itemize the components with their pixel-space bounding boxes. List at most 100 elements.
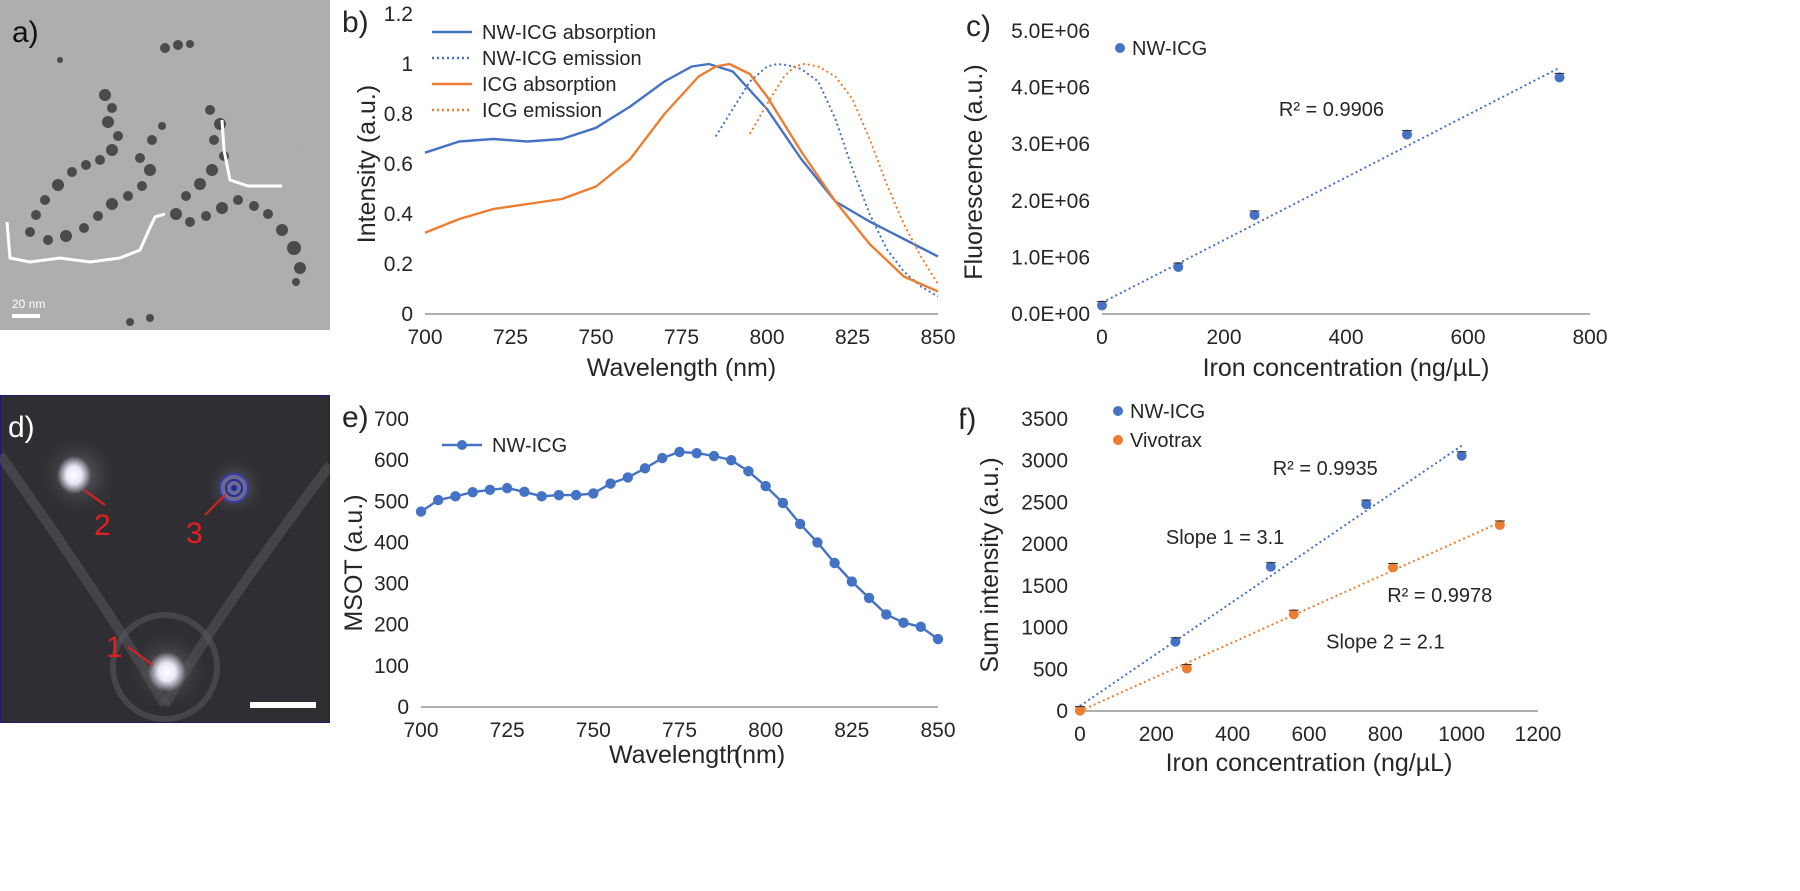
x-axis-label: Wavelength(nm) <box>609 741 785 769</box>
y-tick-label: 1 <box>401 53 413 76</box>
trendline-nw-icg <box>1079 444 1463 707</box>
data-point <box>484 484 496 495</box>
data-point <box>760 480 771 492</box>
x-tick-label: 775 <box>662 719 697 742</box>
y-tick-label: 500 <box>1033 658 1068 681</box>
data-point <box>1181 663 1192 674</box>
legend-label: NW-ICG absorption <box>482 22 656 44</box>
data-point <box>1387 562 1398 573</box>
data-point <box>691 447 702 459</box>
y-tick-label: 0 <box>401 303 413 326</box>
marker-label-1: 1 <box>106 631 123 664</box>
y-tick-label: 0.6 <box>384 153 413 176</box>
chain-trace-line <box>220 119 282 188</box>
data-point <box>639 463 651 474</box>
x-tick-label: 0 <box>1096 326 1108 349</box>
panel-letter-a: a) <box>12 16 39 49</box>
marker-label-3: 3 <box>186 517 203 550</box>
chart-f-sum-intensity-calibration: f) 0 200 400 600 800 1000 1200 0 500 1000 1500 2000 2… <box>960 401 1561 777</box>
y-tick-label: 0.0E+00 <box>1011 303 1090 326</box>
chart-annotation: R² = 0.9906 <box>1279 99 1384 121</box>
y-tick-label: 0 <box>1056 700 1068 723</box>
x-tick-label: 850 <box>920 326 955 349</box>
legend-label: ICG absorption <box>482 74 617 96</box>
data-point <box>1554 72 1565 83</box>
chart-annotation: R² = 0.9935 <box>1273 458 1378 480</box>
y-tick-label: 3.0E+06 <box>1011 133 1090 156</box>
data-point <box>605 478 616 489</box>
x-axis-label-line: (nm) <box>734 741 785 769</box>
data-point <box>794 518 806 530</box>
data-point <box>846 576 858 587</box>
x-tick-label: 800 <box>748 719 783 742</box>
y-tick-label: 1000 <box>1021 617 1068 640</box>
marker-label-2: 2 <box>94 509 111 542</box>
y-tick-label: 300 <box>374 573 409 596</box>
x-tick-label: 800 <box>1572 326 1607 349</box>
x-tick-label: 850 <box>920 719 955 742</box>
x-tick-label: 825 <box>835 326 870 349</box>
sample-spot-2 <box>57 456 91 494</box>
y-tick-label: 100 <box>374 655 409 678</box>
x-tick-label: 800 <box>1368 723 1403 746</box>
data-point <box>812 537 823 548</box>
data-point <box>501 482 513 494</box>
chart-annotation: Slope 1 = 3.1 <box>1166 527 1284 549</box>
data-point <box>743 466 754 477</box>
x-tick-label: 725 <box>490 719 525 742</box>
data-point <box>1361 499 1372 510</box>
data-point <box>588 488 599 499</box>
data-point <box>433 494 444 506</box>
data-point <box>1265 561 1276 572</box>
data-point <box>1402 129 1412 140</box>
y-tick-label: 2500 <box>1021 491 1068 514</box>
legend-swatch-marker <box>457 440 467 450</box>
data-point <box>1249 209 1260 220</box>
y-axis-label: Sum intensity (a.u.) <box>976 457 1004 672</box>
x-axis-label: Iron concentration (ng/µL) <box>1166 749 1453 777</box>
legend-swatch <box>1113 435 1123 445</box>
sample-spot-1 <box>148 652 186 692</box>
data-point <box>932 633 944 645</box>
data-point <box>726 454 737 466</box>
legend-label: NW-ICG emission <box>482 48 642 70</box>
x-tick-label: 725 <box>493 326 528 349</box>
x-tick-label: 800 <box>749 326 784 349</box>
y-tick-label: 3000 <box>1021 450 1068 473</box>
chart-annotation: Slope 2 = 2.1 <box>1326 631 1444 653</box>
data-point <box>1494 519 1505 530</box>
scale-bar-label: 20 nm <box>12 297 45 311</box>
panel-d-msot-image: 2 3 1 d) <box>0 395 330 723</box>
x-tick-label: 200 <box>1139 723 1174 746</box>
y-tick-label: 0 <box>397 696 409 719</box>
y-tick-label: 2.0E+06 <box>1011 190 1090 213</box>
panel-letter-d: d) <box>8 411 35 444</box>
x-axis-label: Iron concentration (ng/µL) <box>1203 354 1490 382</box>
y-tick-label: 700 <box>374 408 409 431</box>
y-axis-label: MSOT (a.u.) <box>340 494 368 631</box>
legend-label: NW-ICG <box>1132 38 1207 60</box>
x-tick-label: 775 <box>664 326 699 349</box>
nanoworm-chains <box>25 40 306 326</box>
x-tick-label: 700 <box>407 326 442 349</box>
data-point <box>1075 705 1085 716</box>
x-tick-label: 200 <box>1206 326 1241 349</box>
y-tick-label: 2000 <box>1021 533 1068 556</box>
data-point <box>777 497 789 509</box>
data-point <box>1097 300 1107 311</box>
y-tick-label: 5.0E+06 <box>1011 20 1090 43</box>
chart-e-msot-spectrum: e)700 725 750 775 800 825 85001002003004005006… <box>340 401 956 769</box>
panel-letter-c: c) <box>966 10 991 43</box>
panel-letter-f: f) <box>960 403 976 436</box>
legend-swatch <box>1115 43 1125 53</box>
y-tick-label: 500 <box>374 490 409 513</box>
data-point <box>536 491 547 502</box>
series-line-icg-emission <box>749 63 939 285</box>
y-tick-label: 0.8 <box>384 103 413 126</box>
x-tick-label: 750 <box>578 326 613 349</box>
y-tick-label: 1.2 <box>384 3 413 26</box>
data-point <box>881 609 892 620</box>
data-point <box>1170 636 1181 647</box>
data-point <box>708 450 720 462</box>
x-tick-label: 825 <box>834 719 869 742</box>
